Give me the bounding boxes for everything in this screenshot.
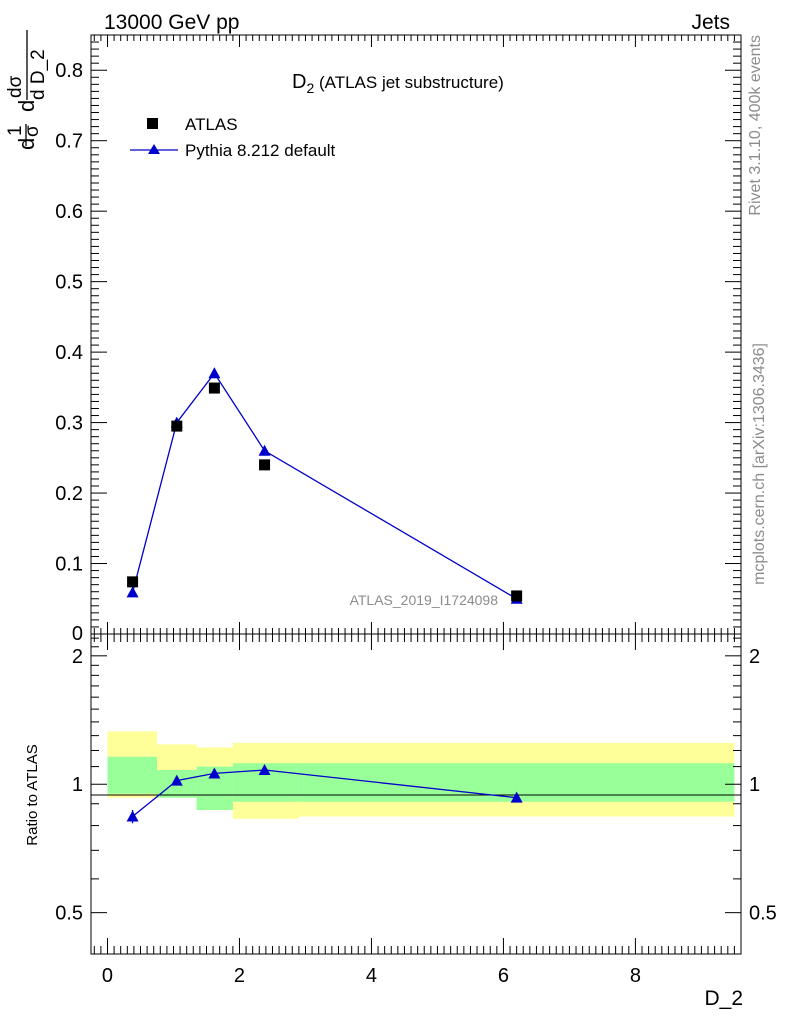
main-ytick-label: 0.5 bbox=[55, 272, 83, 294]
legend: ATLAS Pythia 8.212 default bbox=[130, 115, 336, 160]
x-tick-labels: 0 2 4 6 8 bbox=[102, 965, 641, 987]
ratio-pythia-point bbox=[510, 791, 523, 803]
ratio-pythia-point bbox=[258, 763, 271, 775]
title-main: D bbox=[292, 71, 306, 93]
ratio-frame bbox=[90, 633, 742, 955]
atlas-point bbox=[208, 382, 220, 394]
atlas-point bbox=[127, 576, 139, 588]
main-series bbox=[126, 367, 523, 604]
ratio-ytick-label-left: 1 bbox=[72, 774, 83, 796]
legend-atlas-label: ATLAS bbox=[185, 115, 238, 134]
main-y-axis-label: d 1 σ d dσ d D_2 bbox=[5, 30, 49, 150]
atlas-point bbox=[511, 590, 523, 602]
main-ytick-label: 0.8 bbox=[55, 60, 83, 82]
pythia-point bbox=[126, 586, 139, 598]
main-ytick-label: 0.7 bbox=[55, 131, 83, 153]
pythia-point bbox=[258, 444, 271, 456]
title-subscript: 2 bbox=[306, 80, 314, 96]
main-ytick-label: 0.4 bbox=[55, 342, 83, 364]
legend-atlas-marker bbox=[147, 118, 158, 129]
x-tick-label: 8 bbox=[630, 965, 641, 987]
main-y-tick-labels: 0.1 0.2 0.3 0.4 0.5 0.6 0.7 0.8 0 bbox=[55, 60, 83, 645]
ratio-pythia-point bbox=[208, 767, 221, 779]
ratio-ytick-label-left: 2 bbox=[72, 646, 83, 668]
x-axis-label: D_2 bbox=[704, 987, 743, 1010]
ratio-pythia-point bbox=[126, 810, 139, 822]
ratio-band-green bbox=[107, 756, 157, 794]
source-label: mcplots.cern.ch [arXiv:1306.3436] bbox=[751, 343, 768, 585]
pythia-line bbox=[131, 372, 517, 600]
main-ytick-label: 0 bbox=[72, 623, 83, 645]
x-tick-label: 0 bbox=[102, 965, 113, 987]
ylabel-denominator: d D_2 bbox=[28, 49, 49, 100]
x-tick-label: 4 bbox=[366, 965, 377, 987]
pythia-point bbox=[208, 367, 221, 379]
ylabel-one: 1 bbox=[5, 125, 26, 136]
energy-label: 13000 GeV pp bbox=[104, 11, 239, 34]
plot-title: D2 (ATLAS jet substructure) bbox=[292, 71, 504, 96]
ratio-series bbox=[126, 763, 523, 824]
ylabel-dsigma: dσ bbox=[5, 75, 26, 98]
rivet-version-label: Rivet 3.1.10, 400k events bbox=[747, 35, 764, 216]
x-tick-label: 6 bbox=[498, 965, 509, 987]
ylabel-d2: d bbox=[14, 100, 39, 112]
main-ytick-label: 0.1 bbox=[55, 554, 83, 576]
category-label: Jets bbox=[691, 11, 730, 34]
atlas-point bbox=[171, 420, 183, 432]
legend-pythia-label: Pythia 8.212 default bbox=[185, 141, 336, 160]
analysis-watermark: ATLAS_2019_I1724098 bbox=[350, 592, 499, 608]
main-ytick-label: 0.2 bbox=[55, 483, 83, 505]
ratio-ytick-label-left: 0.5 bbox=[55, 903, 83, 925]
ratio-ytick-label-right: 1 bbox=[749, 774, 760, 796]
main-ytick-label: 0.6 bbox=[55, 201, 83, 223]
title-rest: (ATLAS jet substructure) bbox=[314, 73, 504, 92]
main-panel: 0.10.20.30.40.50.60.70.80 d 1 σ d dσ d D… bbox=[5, 30, 742, 645]
ratio-ytick-label-right: 0.5 bbox=[749, 903, 777, 925]
ratio-panel: 0.5 0.5 1 1 2 2 0 2 4 6 8 Ratio to ATLAS D_2 bbox=[24, 633, 777, 1010]
legend-pythia-marker bbox=[148, 144, 160, 154]
ratio-axis-ticks bbox=[91, 634, 741, 955]
ratio-y-tick-labels: 0.5 0.5 1 1 2 2 bbox=[55, 646, 777, 925]
main-axis-ticks bbox=[91, 34, 741, 635]
x-tick-label: 2 bbox=[234, 965, 245, 987]
ratio-ytick-label-right: 2 bbox=[749, 646, 760, 668]
ratio-pythia-point bbox=[170, 774, 183, 786]
ratio-bands bbox=[107, 731, 735, 819]
main-ytick-label: 0.3 bbox=[55, 413, 83, 435]
ylabel-sigma: σ bbox=[22, 125, 43, 137]
atlas-point bbox=[259, 459, 271, 471]
ratio-y-axis-label: Ratio to ATLAS bbox=[24, 744, 41, 845]
